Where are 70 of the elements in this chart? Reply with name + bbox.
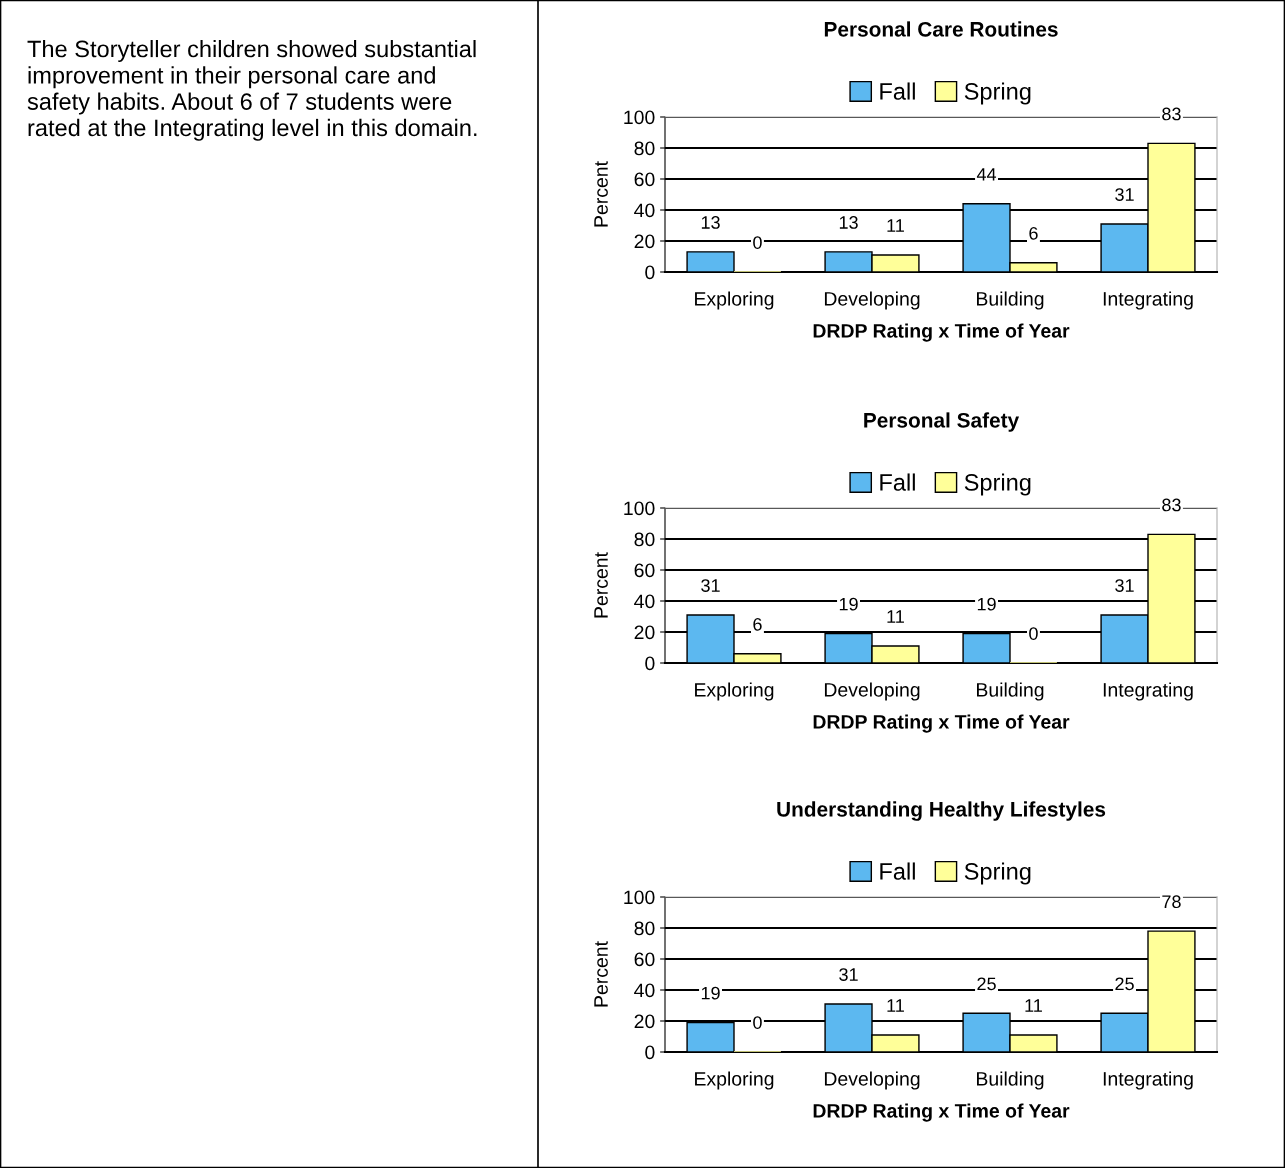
- y-tick-label: 80: [634, 532, 655, 547]
- x-tick-label: Integrating: [1103, 682, 1193, 701]
- x-tick-label: Integrating: [1103, 1071, 1193, 1090]
- y-tick-label: 40: [634, 983, 655, 998]
- y-tick-label: 0: [645, 265, 655, 280]
- x-tick-label: Building: [977, 682, 1044, 701]
- y-tick-label: 80: [634, 141, 655, 156]
- x-axis-title: DRDP Rating x Time of Year: [813, 1103, 1070, 1122]
- y-axis-title: Percent: [594, 161, 608, 227]
- data-label: 13: [701, 216, 720, 229]
- x-tick-label: Building: [977, 291, 1044, 310]
- x-tick-label: Exploring: [695, 682, 774, 701]
- data-label: 25: [1115, 977, 1134, 991]
- data-label: 25: [977, 977, 996, 991]
- y-axis-title: Percent: [594, 552, 608, 618]
- data-label: 19: [701, 986, 720, 1000]
- y-tick-label: 60: [634, 172, 655, 187]
- y-tick-label: 100: [624, 890, 655, 905]
- x-tick-label: Developing: [824, 1071, 920, 1090]
- legend-label: Spring: [964, 473, 1031, 496]
- chart-title: Personal Care Routines: [824, 21, 1058, 37]
- y-tick-label: 60: [634, 952, 655, 967]
- data-label: 83: [1162, 498, 1181, 512]
- legend-label: Fall: [880, 862, 915, 880]
- data-label: 44: [976, 168, 997, 181]
- data-label: 31: [839, 968, 858, 981]
- data-label: 6: [1029, 226, 1038, 240]
- y-tick-label: 20: [634, 234, 655, 249]
- data-label: 0: [753, 236, 762, 249]
- y-tick-label: 100: [624, 110, 655, 125]
- y-tick-label: 80: [634, 921, 655, 936]
- text: The Storyteller children showed substantial improvement in their personal care and safety habits. About 6 of 7 students were rated at the Integrating level in this domain.: [27, 40, 477, 141]
- x-tick-label: Developing: [824, 291, 920, 310]
- x-tick-label: Developing: [824, 682, 920, 701]
- data-label: 11: [887, 610, 904, 623]
- data-label: 31: [1115, 188, 1134, 201]
- legend-label: Fall: [880, 473, 915, 491]
- data-label: 11: [887, 219, 904, 232]
- x-tick-label: Building: [977, 1071, 1044, 1090]
- x-tick-label: Exploring: [695, 291, 774, 310]
- x-axis-title: DRDP Rating x Time of Year: [813, 714, 1070, 733]
- data-label: 13: [839, 216, 858, 229]
- data-label: 0: [753, 1016, 762, 1029]
- chart-title: Personal Safety: [864, 412, 1020, 432]
- legend-label: Fall: [880, 82, 915, 100]
- data-label: 0: [1029, 627, 1038, 640]
- y-tick-label: 0: [645, 656, 655, 671]
- data-label: 11: [887, 999, 904, 1012]
- x-tick-label: Exploring: [695, 1071, 774, 1090]
- x-axis-title: DRDP Rating x Time of Year: [813, 323, 1070, 342]
- y-axis-title: Percent: [594, 941, 608, 1007]
- data-label: 31: [701, 579, 720, 592]
- y-tick-label: 100: [624, 501, 655, 516]
- data-label: 78: [1162, 895, 1181, 909]
- y-tick-label: 40: [634, 203, 655, 218]
- y-tick-label: 60: [634, 563, 655, 578]
- y-tick-label: 20: [634, 625, 655, 640]
- data-label: 31: [1115, 579, 1134, 592]
- data-label: 83: [1162, 107, 1181, 121]
- data-label: 11: [1025, 999, 1042, 1012]
- chart-title: Understanding Healthy Lifestyles: [777, 801, 1106, 821]
- legend-label: Spring: [964, 82, 1031, 105]
- data-label: 19: [839, 597, 858, 611]
- legend-label: Spring: [964, 862, 1031, 885]
- data-label: 6: [753, 617, 762, 631]
- data-label: 19: [977, 597, 996, 611]
- y-tick-label: 0: [645, 1045, 655, 1060]
- y-tick-label: 20: [634, 1014, 655, 1029]
- y-tick-label: 40: [634, 594, 655, 609]
- x-tick-label: Integrating: [1103, 291, 1193, 310]
